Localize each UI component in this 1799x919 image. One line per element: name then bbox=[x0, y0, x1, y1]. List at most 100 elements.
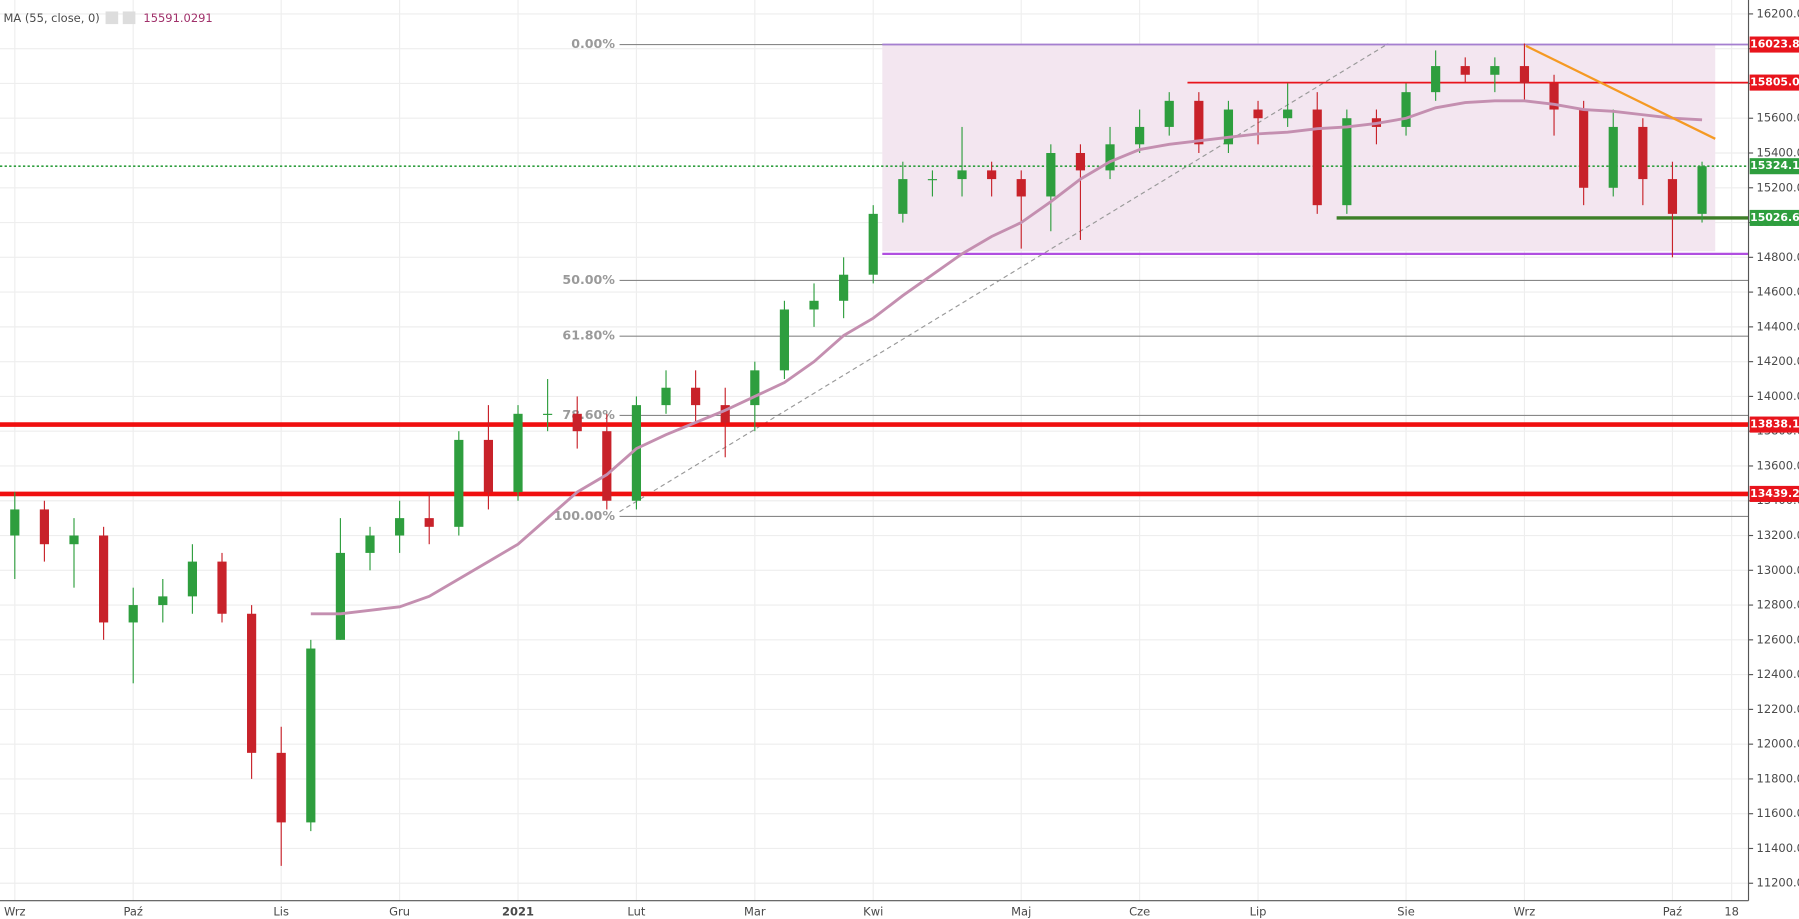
x-tick-label: Kwi bbox=[863, 905, 883, 919]
candle-body bbox=[1046, 153, 1056, 197]
y-tick-label: 11800.00 bbox=[1757, 771, 1799, 785]
candle-body bbox=[898, 179, 908, 214]
trend-line bbox=[1525, 44, 1716, 140]
y-tick-label: 14000.00 bbox=[1757, 389, 1799, 403]
y-tick-label: 13000.00 bbox=[1757, 563, 1799, 577]
candle-body bbox=[1223, 109, 1234, 145]
candle-body bbox=[306, 648, 316, 823]
candle-body bbox=[1667, 179, 1678, 214]
candle-body bbox=[1075, 153, 1086, 171]
x-tick-label: Gru bbox=[389, 905, 410, 919]
candle-body bbox=[424, 518, 434, 527]
price-box bbox=[1749, 74, 1799, 91]
candle-body bbox=[69, 535, 79, 545]
x-tick-label: Mar bbox=[744, 905, 766, 919]
candle-body bbox=[720, 405, 730, 423]
ma-line bbox=[310, 99, 1703, 616]
y-tick-label: 11600.00 bbox=[1757, 806, 1799, 820]
price-label: 15026.6 bbox=[1750, 211, 1799, 224]
y-tick-label: 14400.00 bbox=[1757, 319, 1799, 333]
x-tick-label: Lip bbox=[1250, 905, 1267, 919]
candle-body bbox=[1253, 109, 1263, 119]
y-tick-label: 14800.00 bbox=[1757, 250, 1799, 264]
candle-body bbox=[839, 274, 849, 301]
range-box bbox=[882, 43, 1716, 252]
candle-body bbox=[1638, 126, 1648, 180]
price-box bbox=[1749, 158, 1799, 175]
y-tick-label: 16200.00 bbox=[1757, 6, 1799, 20]
y-tick-label: 11200.00 bbox=[1757, 876, 1799, 890]
candle-body bbox=[631, 405, 642, 501]
candle-body bbox=[10, 509, 20, 536]
candle-body bbox=[247, 613, 257, 753]
candle-body bbox=[454, 439, 464, 527]
fib-label: 61.80% bbox=[562, 328, 615, 343]
y-tick-label: 15600.00 bbox=[1757, 111, 1799, 125]
candle-body bbox=[987, 170, 997, 180]
y-tick-label: 14200.00 bbox=[1757, 354, 1799, 368]
price-label: 13838.1 bbox=[1750, 418, 1799, 431]
candle-body bbox=[602, 431, 612, 501]
x-tick-label: Cze bbox=[1129, 905, 1150, 919]
candle-body bbox=[691, 387, 701, 406]
candle-body bbox=[187, 561, 197, 597]
candle-body bbox=[1342, 118, 1352, 206]
x-tick-label: Maj bbox=[1011, 905, 1031, 919]
price-box bbox=[1749, 485, 1799, 502]
price-label: 15324.1 bbox=[1750, 159, 1799, 172]
candle-body bbox=[1519, 66, 1530, 84]
candle-body bbox=[750, 370, 760, 406]
fib-label: 50.00% bbox=[562, 272, 615, 287]
x-tick-label: Lut bbox=[627, 905, 645, 919]
candle-body bbox=[1312, 109, 1322, 206]
candle-body bbox=[1194, 100, 1204, 145]
candle-body bbox=[158, 596, 168, 606]
indicator-value: 15591.0291 bbox=[143, 11, 212, 25]
candle-body bbox=[868, 213, 878, 275]
close-icon[interactable] bbox=[122, 11, 136, 25]
y-tick-label: 12800.00 bbox=[1757, 598, 1799, 612]
candle-body bbox=[1608, 126, 1618, 188]
y-tick-label: 13200.00 bbox=[1757, 528, 1799, 542]
candle-body bbox=[927, 179, 938, 181]
price-box bbox=[1749, 416, 1799, 433]
price-box bbox=[1749, 209, 1799, 226]
x-tick-label: Paź bbox=[123, 905, 142, 919]
price-label: 13439.2 bbox=[1750, 487, 1799, 500]
candle-body bbox=[335, 552, 345, 640]
candle-body bbox=[809, 300, 819, 310]
y-tick-label: 14600.00 bbox=[1757, 285, 1799, 299]
fib-trend bbox=[619, 43, 1389, 513]
x-tick-label: 2021 bbox=[502, 905, 534, 919]
x-tick-label: Lis bbox=[273, 905, 289, 919]
x-tick-label: Paź bbox=[1663, 905, 1682, 919]
candle-body bbox=[1016, 179, 1026, 197]
settings-icon[interactable] bbox=[105, 11, 119, 25]
y-tick-label: 13600.00 bbox=[1757, 458, 1799, 472]
candle-body bbox=[513, 413, 523, 493]
y-tick-label: 11400.00 bbox=[1757, 841, 1799, 855]
y-tick-label: 12200.00 bbox=[1757, 702, 1799, 716]
fib-label: 100.00% bbox=[554, 508, 616, 523]
plot bbox=[10, 43, 1707, 866]
candle-body bbox=[217, 561, 227, 614]
x-tick-label: Wrz bbox=[1514, 905, 1536, 919]
candle-body bbox=[395, 518, 405, 536]
candle-body bbox=[99, 535, 109, 623]
candle-body bbox=[1490, 66, 1500, 75]
candle-body bbox=[957, 170, 967, 180]
fib-label: 0.00% bbox=[571, 36, 615, 51]
candle-body bbox=[1105, 144, 1115, 171]
candle-body bbox=[365, 535, 375, 553]
x-tick-label: Sie bbox=[1397, 905, 1415, 919]
candle-body bbox=[543, 413, 553, 415]
candle-body bbox=[572, 413, 582, 432]
indicator-name: MA (55, close, 0) bbox=[3, 11, 99, 25]
candle-body bbox=[39, 509, 49, 545]
candle-body bbox=[1135, 126, 1145, 145]
candle-body bbox=[1431, 66, 1441, 93]
x-tick-label: Wrz bbox=[4, 905, 26, 919]
y-tick-label: 15400.00 bbox=[1757, 146, 1799, 160]
candle-body bbox=[1401, 92, 1411, 127]
